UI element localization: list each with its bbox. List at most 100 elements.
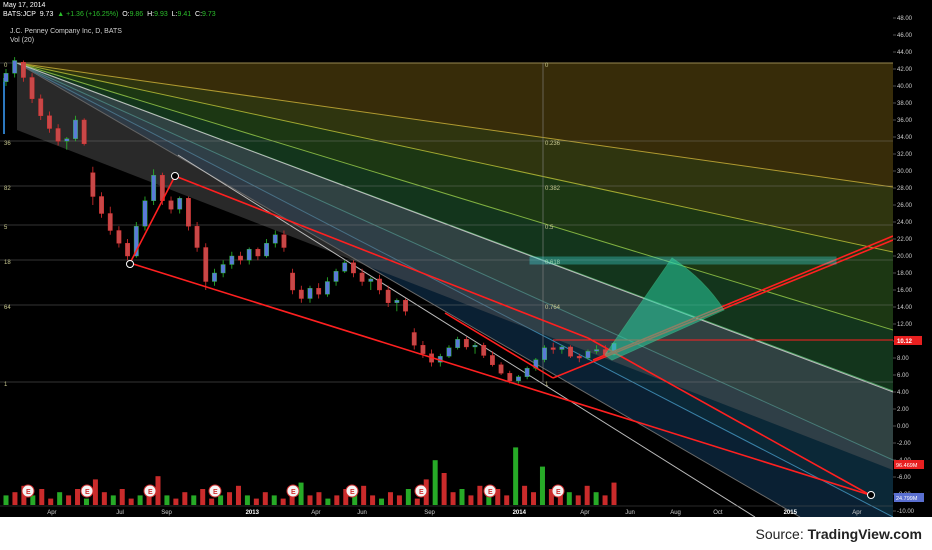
candle[interactable]	[142, 200, 148, 227]
price-axis-label: 2.00	[897, 407, 909, 413]
time-axis-label: Jun	[357, 510, 367, 516]
candle[interactable]	[107, 213, 113, 231]
candle[interactable]	[272, 234, 278, 244]
volume-bar	[92, 479, 98, 505]
candle[interactable]	[29, 77, 35, 99]
price-axis-label: 0.00	[897, 424, 909, 430]
candle[interactable]	[168, 200, 174, 210]
candle[interactable]	[420, 345, 426, 354]
candle[interactable]	[446, 347, 452, 357]
last-price: 9.73	[39, 11, 54, 18]
candle[interactable]	[516, 376, 521, 382]
candle[interactable]	[463, 339, 469, 348]
candle[interactable]	[194, 226, 200, 248]
time-axis-label: Jun	[625, 510, 635, 516]
candle[interactable]	[133, 226, 139, 257]
earnings-marker[interactable]	[345, 484, 359, 498]
candle[interactable]	[576, 356, 582, 359]
fib-label: 0.618	[545, 260, 561, 266]
candle[interactable]	[472, 345, 478, 348]
candle[interactable]	[246, 248, 252, 261]
candle[interactable]	[151, 175, 157, 201]
pivot-point[interactable]	[126, 260, 134, 268]
candle[interactable]	[594, 349, 600, 352]
pivot-point[interactable]	[867, 491, 875, 499]
volume-bar	[602, 495, 608, 505]
candle[interactable]	[12, 60, 18, 74]
volume-tag-2-label: 24.799M	[896, 496, 918, 502]
target-zone-box[interactable]	[529, 256, 837, 265]
volume-bar	[593, 492, 599, 505]
candle[interactable]	[55, 128, 61, 142]
earnings-marker[interactable]	[143, 484, 157, 498]
candle[interactable]	[368, 278, 374, 282]
candle[interactable]	[90, 172, 96, 197]
candle[interactable]	[264, 243, 269, 257]
candle[interactable]	[290, 272, 296, 291]
candle[interactable]	[116, 230, 122, 244]
earnings-marker[interactable]	[286, 484, 300, 498]
candle[interactable]	[64, 138, 70, 142]
candle[interactable]	[498, 364, 504, 374]
candle[interactable]	[507, 373, 513, 382]
candle[interactable]	[73, 119, 78, 139]
earnings-marker[interactable]	[483, 484, 497, 498]
price-chart[interactable]: 0 0 0.236 36 0.382 82 0.5 5 0.618 18 0.764 64 1 1 E E E E…	[0, 0, 932, 517]
candle[interactable]	[203, 247, 209, 282]
earnings-marker[interactable]	[208, 484, 222, 498]
candle[interactable]	[220, 264, 226, 274]
candle[interactable]	[559, 346, 565, 350]
candle[interactable]	[394, 300, 400, 303]
candle[interactable]	[307, 288, 313, 299]
candle[interactable]	[585, 351, 591, 359]
volume-bar	[370, 495, 376, 505]
earnings-marker[interactable]	[414, 484, 428, 498]
candle[interactable]	[481, 345, 487, 356]
candle[interactable]	[185, 197, 191, 227]
candle[interactable]	[524, 368, 530, 377]
candle[interactable]	[20, 62, 26, 78]
price-axis-label: 6.00	[897, 373, 909, 379]
candle[interactable]	[333, 271, 339, 282]
candle[interactable]	[99, 196, 104, 214]
candle[interactable]	[212, 272, 217, 282]
candle[interactable]	[324, 281, 330, 295]
candle[interactable]	[359, 272, 365, 282]
candle[interactable]	[298, 289, 304, 299]
earnings-label: E	[85, 489, 90, 496]
volume-bar	[155, 476, 161, 505]
volume-bar	[137, 495, 143, 505]
candle[interactable]	[377, 278, 382, 291]
candle[interactable]	[455, 339, 461, 348]
price-axis-label: 24.00	[897, 220, 913, 226]
volume-bar	[75, 489, 81, 505]
candle[interactable]	[411, 332, 417, 346]
candle[interactable]	[385, 289, 391, 303]
chart-panel[interactable]: 0 0 0.236 36 0.382 82 0.5 5 0.618 18 0.764 64 1 1 E E E E…	[0, 0, 932, 517]
candle[interactable]	[125, 243, 131, 257]
volume-bar	[450, 492, 456, 505]
candle[interactable]	[342, 262, 348, 272]
pivot-point[interactable]	[171, 172, 179, 180]
candle[interactable]	[351, 262, 356, 274]
candle[interactable]	[81, 119, 87, 144]
candle[interactable]	[403, 300, 408, 312]
trend-line	[587, 337, 871, 496]
candle[interactable]	[316, 288, 322, 295]
candle[interactable]	[47, 115, 52, 129]
earnings-marker[interactable]	[21, 484, 35, 498]
earnings-marker[interactable]	[551, 484, 565, 498]
candle[interactable]	[3, 73, 9, 82]
candle[interactable]	[568, 346, 573, 357]
candle[interactable]	[542, 347, 547, 360]
price-axis-label: 4.00	[897, 390, 909, 396]
candle[interactable]	[238, 255, 243, 261]
candle[interactable]	[177, 197, 183, 210]
earnings-marker[interactable]	[80, 484, 94, 498]
candle[interactable]	[255, 248, 261, 257]
candle[interactable]	[281, 234, 287, 248]
candle[interactable]	[38, 98, 44, 116]
candle[interactable]	[550, 347, 556, 350]
candle[interactable]	[490, 355, 495, 366]
candle[interactable]	[229, 255, 235, 265]
